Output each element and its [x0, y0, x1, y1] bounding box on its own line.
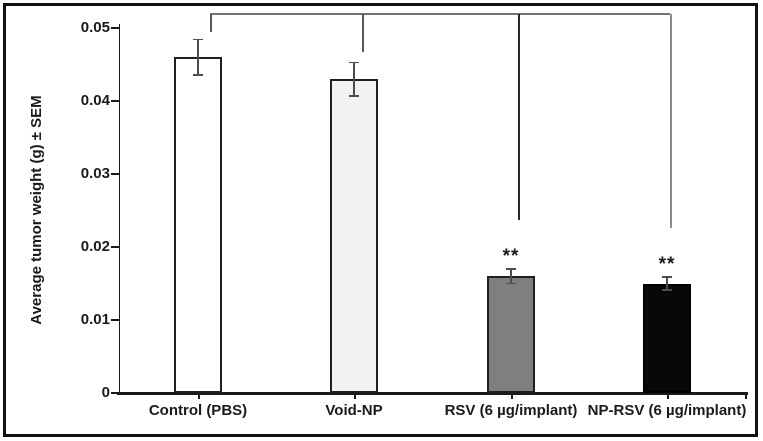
error-bar-line: [666, 276, 668, 291]
error-bar-line: [510, 268, 512, 284]
bar: [643, 283, 691, 393]
bar: [174, 57, 222, 393]
category-label: NP-RSV (6 µg/implant): [587, 402, 747, 419]
category-label: Void-NP: [325, 402, 383, 419]
y-tick-label: 0: [101, 384, 110, 401]
significance-marker: **: [658, 253, 676, 275]
y-tick-label: 0.04: [80, 92, 110, 109]
y-tick-label: 0.05: [80, 19, 110, 36]
error-bar-cap-top: [506, 268, 516, 270]
bracket-drop: [210, 14, 212, 32]
figure-border: [3, 3, 758, 437]
y-axis-line: [118, 24, 121, 393]
error-bar-line: [353, 62, 355, 96]
error-bar-cap-top: [193, 38, 203, 41]
x-tick: [667, 393, 669, 399]
category-label: Control (PBS): [148, 402, 248, 419]
x-tick: [745, 393, 747, 399]
y-tick-label: 0.02: [80, 238, 110, 255]
category-label: RSV (6 µg/implant): [444, 402, 578, 419]
y-axis-title: Average tumor weight (g) ± SEM: [28, 95, 45, 325]
y-tick-label: 0.01: [80, 311, 110, 328]
error-bar-cap-top: [662, 276, 672, 278]
x-tick: [354, 393, 356, 399]
bracket-drop: [518, 14, 520, 220]
bracket-horizontal: [210, 13, 670, 15]
error-bar-cap-bottom: [506, 282, 516, 285]
error-bar-line: [197, 39, 199, 75]
y-tick: [111, 27, 119, 29]
y-tick: [111, 100, 119, 102]
x-axis-line: [117, 392, 748, 395]
error-bar-cap-bottom: [662, 289, 672, 291]
bar: [487, 276, 535, 393]
y-tick: [111, 319, 119, 321]
bracket-drop: [670, 14, 672, 228]
y-tick-label: 0.03: [80, 165, 110, 182]
error-bar-cap-top: [349, 61, 359, 64]
bar: [330, 79, 378, 393]
y-tick: [111, 392, 119, 394]
significance-marker: **: [502, 245, 520, 267]
error-bar-cap-bottom: [349, 95, 359, 97]
x-tick: [511, 393, 513, 399]
y-tick: [111, 246, 119, 248]
y-tick: [111, 173, 119, 175]
x-tick: [198, 393, 200, 399]
bracket-drop: [362, 14, 364, 52]
error-bar-cap-bottom: [193, 73, 203, 76]
